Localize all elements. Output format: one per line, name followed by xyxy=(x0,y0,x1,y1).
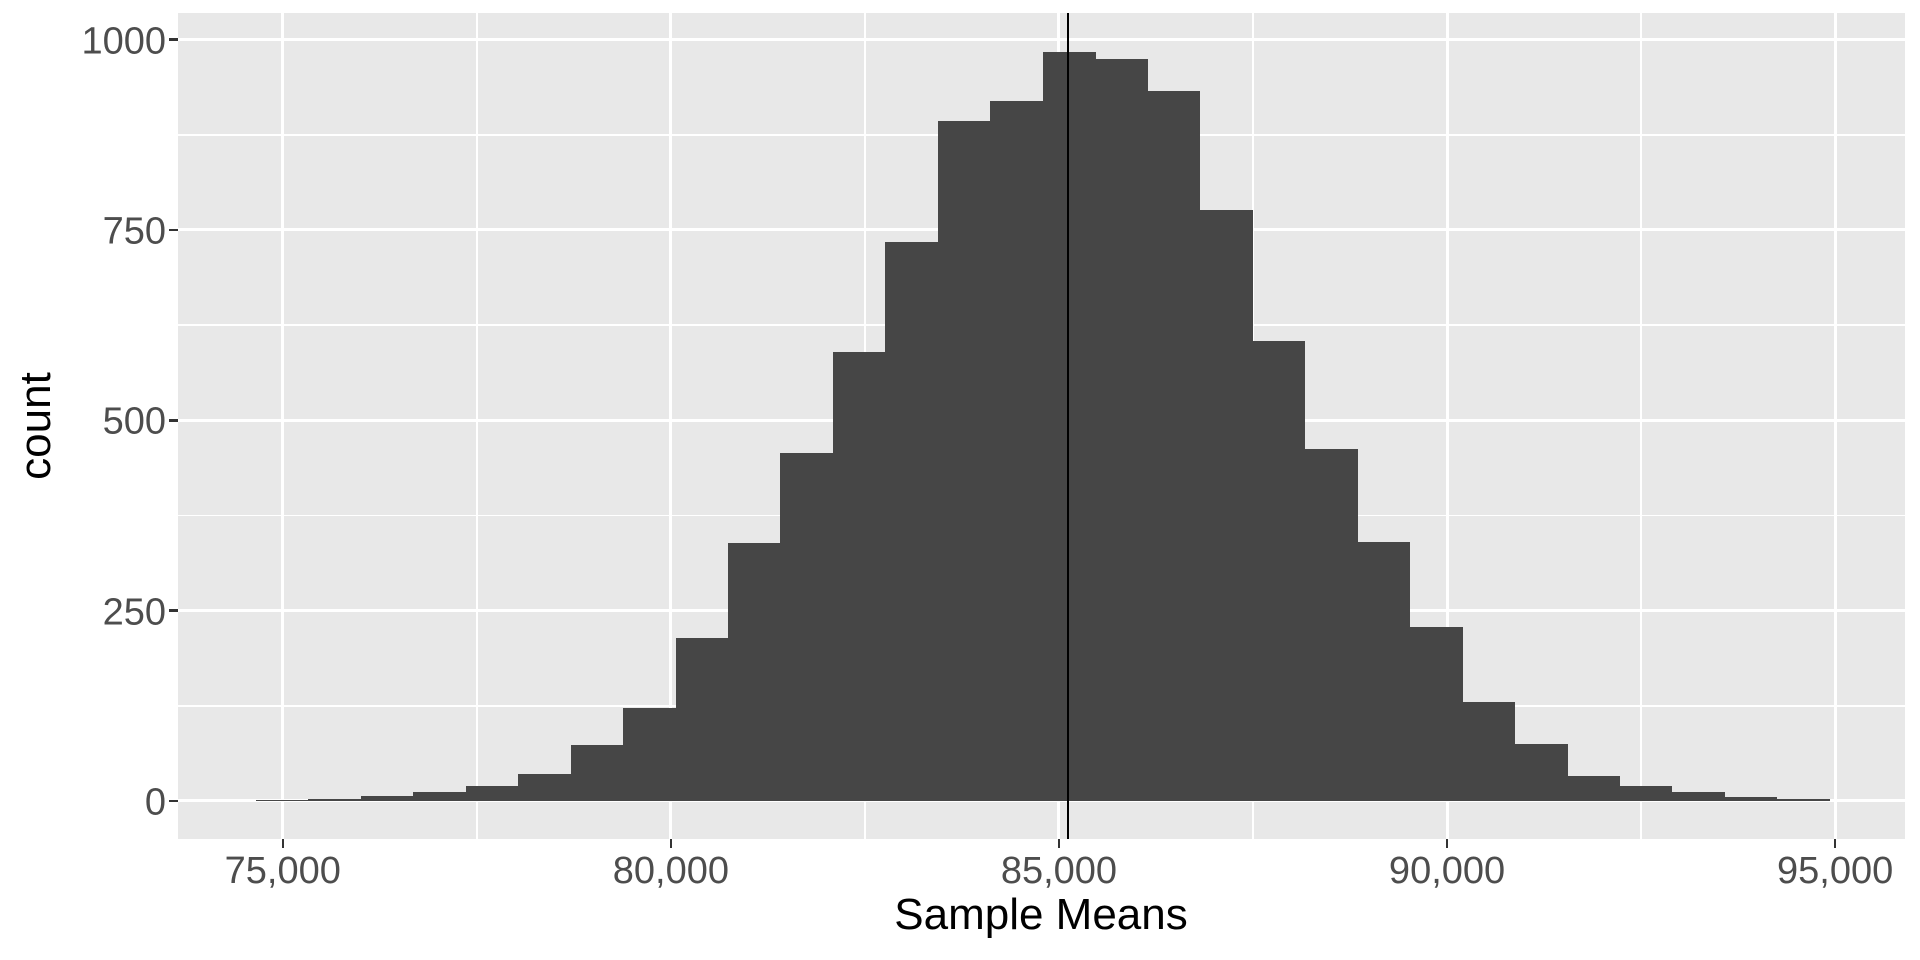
y-axis-tick-label: 0 xyxy=(144,781,166,824)
histogram-bar xyxy=(780,453,834,801)
x-axis-tick-label: 95,000 xyxy=(1777,850,1894,892)
x-axis-tick-mark xyxy=(669,839,673,848)
histogram-bar xyxy=(937,121,991,801)
y-axis-tick-mark xyxy=(169,228,178,232)
x-axis-tick-mark xyxy=(1445,839,1449,848)
histogram-bar xyxy=(518,773,572,801)
y-axis-tick-mark xyxy=(169,38,178,41)
histogram-bar xyxy=(727,542,781,801)
histogram-bar xyxy=(885,242,939,801)
gridline-x-minor xyxy=(476,13,478,839)
plot-panel xyxy=(178,13,1905,839)
gridline-x-minor xyxy=(1640,13,1642,839)
histogram-bar xyxy=(256,800,310,801)
x-axis-tick-mark xyxy=(281,839,285,848)
histogram-bar xyxy=(1304,449,1358,801)
histogram-bar xyxy=(570,745,624,801)
histogram-bar xyxy=(413,791,467,801)
histogram-bar xyxy=(1095,59,1149,801)
y-axis-tick-label: 750 xyxy=(102,210,166,253)
histogram-bar xyxy=(1252,341,1306,801)
x-axis-tick-label: 80,000 xyxy=(612,850,729,892)
histogram-bar xyxy=(623,708,677,801)
x-axis-tick-mark xyxy=(1833,839,1837,848)
y-axis-tick-mark xyxy=(169,799,178,803)
mean-vline xyxy=(1066,13,1070,839)
histogram-bar xyxy=(1514,743,1568,801)
histogram-bar xyxy=(1566,775,1620,801)
histogram-bar xyxy=(990,100,1044,801)
histogram-bar xyxy=(465,785,519,801)
x-axis-title: Sample Means xyxy=(894,890,1188,939)
y-axis-tick-mark xyxy=(169,609,178,612)
gridline-y-major xyxy=(178,799,1905,803)
histogram-bar xyxy=(832,351,886,801)
gridline-x-major xyxy=(1833,13,1837,839)
histogram-bar xyxy=(360,796,414,801)
gridline-y-major xyxy=(178,38,1905,42)
gridline-x-major xyxy=(281,13,285,839)
y-axis-tick-label: 250 xyxy=(102,591,166,634)
x-axis-tick-label: 85,000 xyxy=(1000,850,1118,892)
histogram-bar xyxy=(675,638,729,801)
histogram-bar xyxy=(1671,791,1725,801)
histogram-bar xyxy=(1776,799,1830,801)
x-axis-tick-label: 90,000 xyxy=(1388,850,1506,892)
histogram-bar xyxy=(1619,785,1673,801)
x-axis-tick-mark xyxy=(1057,839,1061,848)
y-axis-tick-label: 1000 xyxy=(81,20,166,63)
gridline-x-major xyxy=(1445,13,1449,839)
gridline-x-major xyxy=(669,13,673,839)
x-axis-tick-label: 75,000 xyxy=(224,850,341,892)
histogram-bar xyxy=(1357,542,1411,801)
histogram-bar xyxy=(1409,626,1463,801)
histogram-bar xyxy=(1462,701,1516,801)
y-axis-title: count xyxy=(11,372,60,480)
histogram-bar xyxy=(308,799,362,801)
y-axis-tick-mark xyxy=(169,419,178,422)
histogram-bar xyxy=(1147,91,1201,801)
y-axis-tick-label: 500 xyxy=(102,400,166,443)
histogram-bar xyxy=(1199,210,1253,801)
histogram-bar xyxy=(1724,797,1778,801)
